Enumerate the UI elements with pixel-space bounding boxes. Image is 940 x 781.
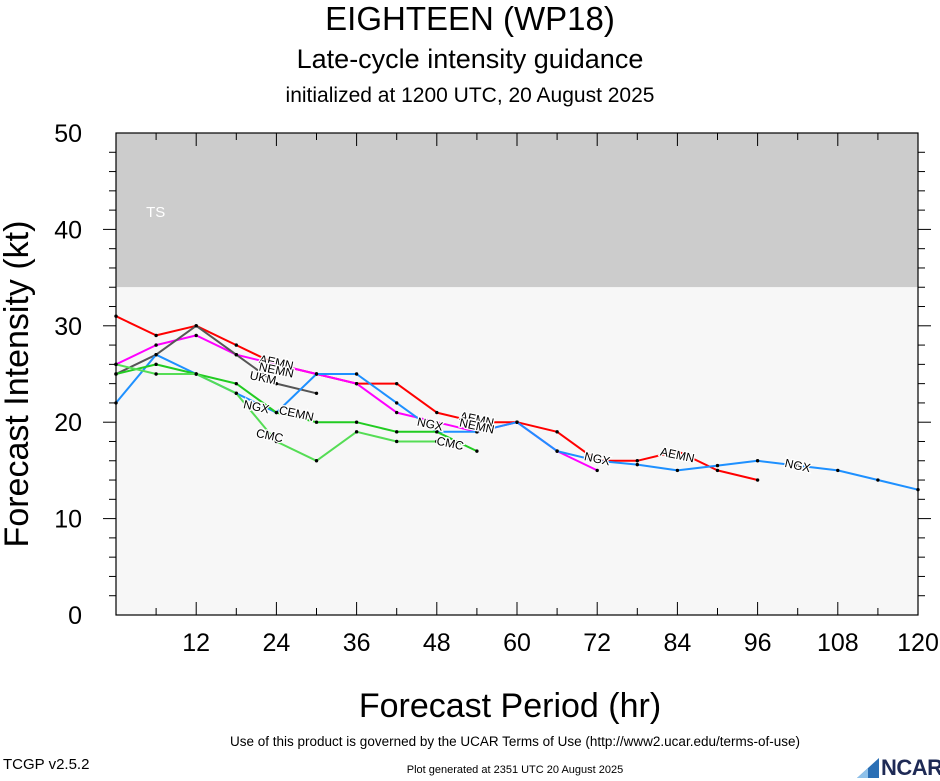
data-point-aemn bbox=[234, 343, 238, 347]
data-point-ngx bbox=[796, 463, 800, 468]
series-lines bbox=[114, 314, 920, 492]
data-point-cemn bbox=[154, 362, 158, 367]
series-line-cemn bbox=[115, 363, 478, 453]
data-point-ukm bbox=[234, 353, 238, 357]
data-point-aemn bbox=[475, 420, 479, 424]
data-point-nemn bbox=[154, 343, 158, 347]
data-point-cemn bbox=[274, 410, 279, 415]
data-point-aemn bbox=[395, 381, 399, 386]
plot-frame bbox=[115, 132, 919, 616]
data-point-ngx bbox=[715, 463, 720, 468]
data-point-nemn bbox=[595, 468, 599, 473]
intensity-band-ts bbox=[116, 133, 918, 288]
data-point-ngx bbox=[515, 420, 519, 424]
data-point-cemn bbox=[314, 420, 319, 424]
terms-of-use: Use of this product is governed by the U… bbox=[230, 734, 800, 749]
data-point-cemn bbox=[354, 420, 359, 424]
x-tick-label: 120 bbox=[897, 629, 939, 657]
series-label-ukm: UKM bbox=[249, 368, 278, 387]
data-point-aemn bbox=[755, 478, 760, 482]
series-label-ngx: NGX bbox=[583, 449, 611, 468]
data-point-cmc bbox=[435, 439, 439, 444]
data-point-cmc bbox=[194, 372, 198, 376]
y-tick-label: 10 bbox=[54, 506, 82, 534]
y-tick-label: 50 bbox=[54, 120, 82, 148]
data-point-cemn bbox=[395, 430, 399, 434]
data-point-cemn bbox=[475, 449, 479, 453]
axis-ticks bbox=[103, 133, 931, 615]
y-tick-label: 40 bbox=[54, 216, 82, 244]
series-label-ngx: NGX bbox=[784, 456, 812, 475]
ncar-logo-text: NCAR bbox=[881, 755, 940, 780]
data-point-cmc bbox=[274, 439, 279, 444]
data-point-ngx bbox=[876, 478, 880, 482]
intensity-band-td bbox=[116, 287, 918, 615]
x-tick-label: 60 bbox=[503, 629, 531, 657]
data-point-ngx bbox=[635, 462, 639, 467]
data-point-nemn bbox=[194, 333, 198, 338]
data-point-ngx bbox=[154, 353, 158, 357]
data-point-ngx bbox=[354, 372, 359, 376]
x-tick-label: 12 bbox=[182, 629, 210, 657]
data-point-ngx bbox=[755, 459, 760, 463]
y-tick-label: 30 bbox=[54, 313, 82, 341]
series-line-ukm bbox=[115, 324, 317, 395]
axis-labels: 12 24 36 48 60 72 84 96 108 120 0 10 20 30 40 50 Forecas… bbox=[0, 120, 939, 725]
data-point-ngx bbox=[475, 430, 479, 434]
x-tick-label: 84 bbox=[663, 629, 691, 657]
x-tick-label: 48 bbox=[423, 629, 451, 657]
data-point-cmc bbox=[154, 372, 158, 376]
data-point-ngx bbox=[395, 401, 399, 405]
init-time: initialized at 1200 UTC, 20 August 2025 bbox=[285, 84, 655, 107]
y-tick-label: 0 bbox=[68, 602, 82, 630]
data-point-cmc bbox=[354, 430, 359, 434]
data-point-ngx bbox=[675, 468, 680, 473]
x-tick-label: 24 bbox=[262, 629, 290, 657]
data-point-aemn bbox=[154, 333, 158, 338]
x-tick-label: 96 bbox=[744, 629, 772, 657]
data-point-cmc bbox=[314, 459, 319, 463]
ncar-logo-icon bbox=[857, 758, 879, 778]
y-axis-label: Forecast Intensity (kt) bbox=[0, 221, 36, 548]
data-point-ngx bbox=[555, 449, 559, 453]
x-axis-label: Forecast Period (hr) bbox=[359, 687, 661, 725]
data-point-ukm bbox=[274, 381, 279, 386]
data-point-cmc bbox=[234, 391, 238, 395]
data-point-ngx bbox=[314, 372, 319, 376]
data-point-nemn bbox=[435, 420, 439, 424]
data-point-cmc bbox=[395, 439, 399, 444]
data-point-aemn bbox=[635, 459, 639, 463]
x-tick-label: 36 bbox=[343, 629, 371, 657]
intensity-bands: TS bbox=[116, 133, 918, 615]
data-point-cemn bbox=[234, 381, 238, 386]
data-point-cemn bbox=[435, 430, 439, 434]
data-point-aemn bbox=[715, 468, 720, 473]
data-point-ukm bbox=[194, 324, 198, 328]
data-point-nemn bbox=[395, 410, 399, 415]
data-point-nemn bbox=[274, 362, 279, 367]
y-tick-label: 20 bbox=[54, 409, 82, 437]
data-point-aemn bbox=[555, 430, 559, 434]
series-label-ngx: NGX bbox=[416, 415, 444, 434]
data-point-ngx bbox=[836, 468, 840, 473]
generated-time: Plot generated at 2351 UTC 20 August 202… bbox=[406, 764, 624, 776]
data-point-ngx bbox=[595, 459, 599, 463]
data-point-aemn bbox=[675, 449, 680, 453]
version-label: TCGP v2.5.2 bbox=[3, 756, 90, 773]
data-point-ukm bbox=[314, 391, 319, 395]
data-point-nemn bbox=[354, 381, 359, 386]
ncar-logo: NCAR bbox=[855, 755, 940, 781]
series-label-ngx: NGX bbox=[242, 397, 270, 416]
chart-title: EIGHTEEN (WP18) bbox=[325, 0, 615, 37]
band-label: TS bbox=[146, 204, 165, 221]
chart-subtitle: Late-cycle intensity guidance bbox=[296, 44, 644, 74]
data-point-aemn bbox=[435, 410, 439, 415]
x-tick-label: 108 bbox=[817, 629, 859, 657]
x-tick-label: 72 bbox=[583, 629, 611, 657]
